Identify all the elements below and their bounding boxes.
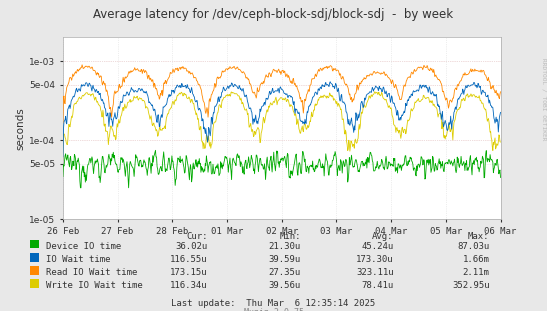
Text: Read IO Wait time: Read IO Wait time: [46, 268, 138, 277]
Text: 2.11m: 2.11m: [463, 268, 490, 277]
Text: Last update:  Thu Mar  6 12:35:14 2025: Last update: Thu Mar 6 12:35:14 2025: [171, 299, 376, 308]
Text: 78.41u: 78.41u: [362, 281, 394, 290]
Text: 173.30u: 173.30u: [356, 255, 394, 264]
Text: Cur:: Cur:: [187, 232, 208, 241]
Text: 21.30u: 21.30u: [269, 242, 301, 251]
Text: 45.24u: 45.24u: [362, 242, 394, 251]
Text: Munin 2.0.75: Munin 2.0.75: [243, 308, 304, 311]
Text: 323.11u: 323.11u: [356, 268, 394, 277]
Y-axis label: seconds: seconds: [15, 107, 25, 150]
Text: 116.34u: 116.34u: [170, 281, 208, 290]
Text: 116.55u: 116.55u: [170, 255, 208, 264]
Text: 27.35u: 27.35u: [269, 268, 301, 277]
Text: Device IO time: Device IO time: [46, 242, 122, 251]
Text: 36.02u: 36.02u: [176, 242, 208, 251]
Text: IO Wait time: IO Wait time: [46, 255, 111, 264]
Text: 173.15u: 173.15u: [170, 268, 208, 277]
Text: 39.56u: 39.56u: [269, 281, 301, 290]
Text: 87.03u: 87.03u: [457, 242, 490, 251]
Text: Min:: Min:: [280, 232, 301, 241]
Text: Average latency for /dev/ceph-block-sdj/block-sdj  -  by week: Average latency for /dev/ceph-block-sdj/…: [94, 8, 453, 21]
Text: RRDTOOL / TOBI OETIKER: RRDTOOL / TOBI OETIKER: [542, 58, 547, 141]
Text: 1.66m: 1.66m: [463, 255, 490, 264]
Text: Write IO Wait time: Write IO Wait time: [46, 281, 143, 290]
Text: Avg:: Avg:: [373, 232, 394, 241]
Text: 39.59u: 39.59u: [269, 255, 301, 264]
Text: Max:: Max:: [468, 232, 490, 241]
Text: 352.95u: 352.95u: [452, 281, 490, 290]
